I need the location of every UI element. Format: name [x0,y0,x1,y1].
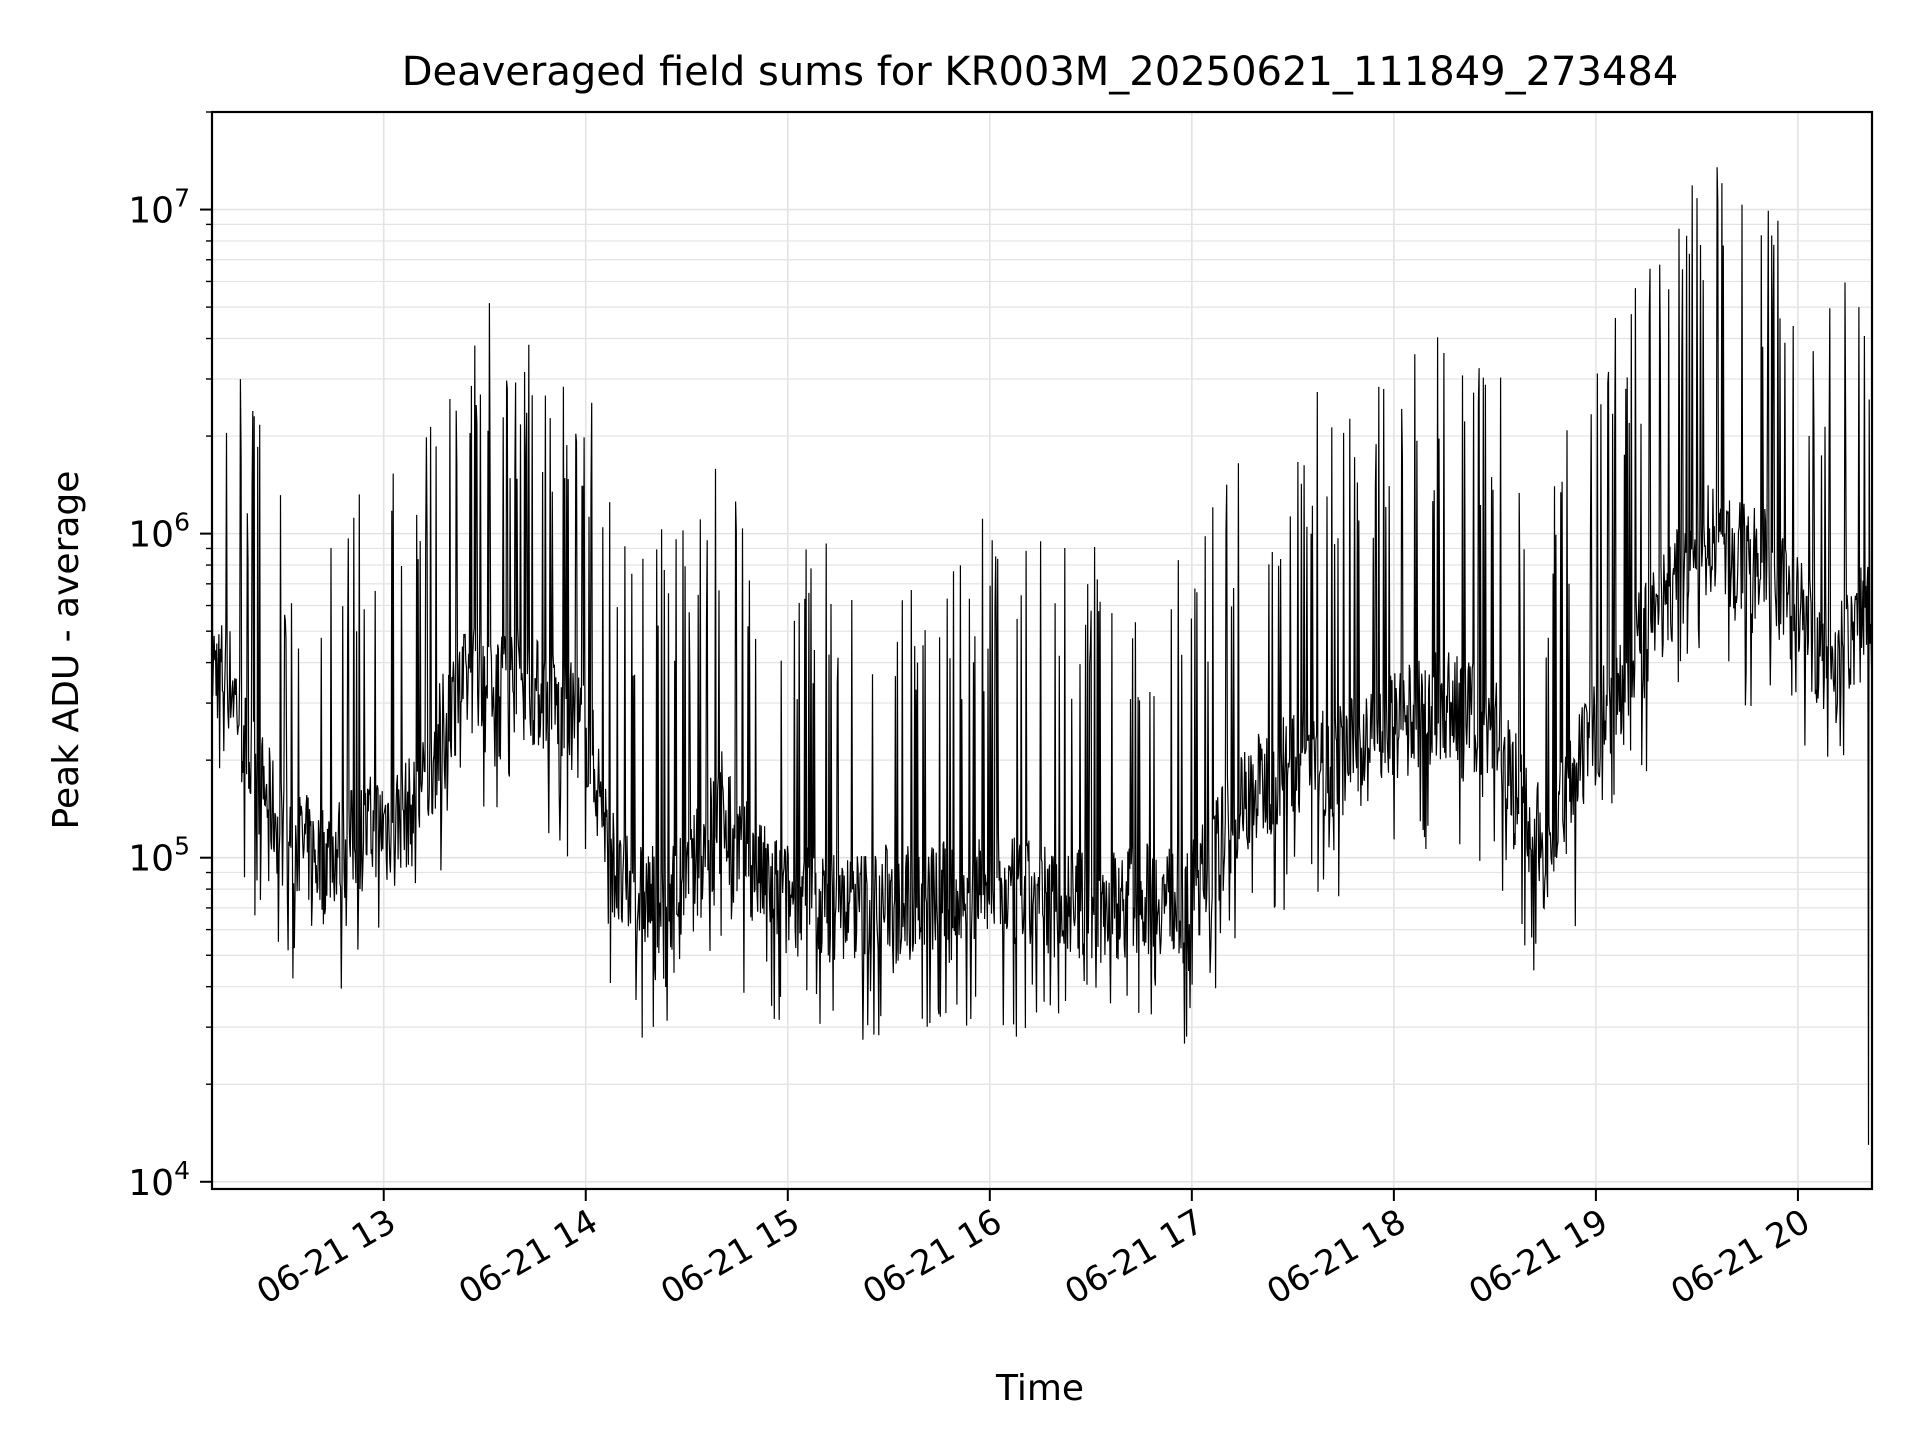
chart-title: Deaveraged field sums for KR003M_2025062… [402,49,1679,95]
plot-area [211,167,1873,1145]
plot-frame [210,110,1874,1191]
y-tick-label-0: 104 [128,1156,190,1204]
y-tick-label-2: 106 [128,508,190,556]
grid [212,111,1872,1189]
y-axis-label: Peak ADU - average [46,471,87,830]
x-axis-label: Time [995,1368,1084,1409]
series-line [211,167,1873,1145]
y-tick-label-1: 105 [128,832,190,880]
y-tick-label-3: 107 [128,184,190,232]
